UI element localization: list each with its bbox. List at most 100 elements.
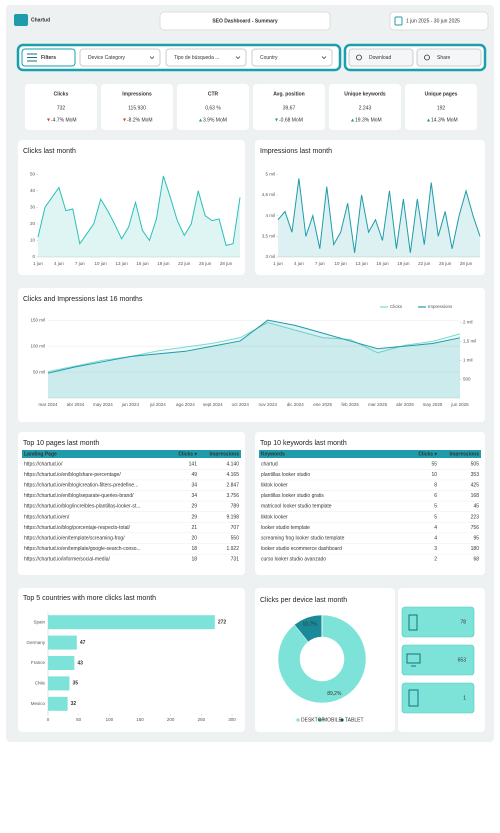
action-label[interactable]: Share — [437, 55, 451, 61]
card — [253, 84, 325, 130]
kpi-delta: 14.3% MoM — [431, 117, 458, 123]
area — [48, 320, 460, 398]
line — [277, 178, 481, 253]
x-tick-label: 25 jun — [199, 261, 212, 266]
x-tick-label: 250 — [198, 717, 206, 722]
dropdown-label[interactable]: Device Category — [88, 55, 125, 61]
chart-title: Clicks and Impressions last 16 months — [23, 296, 143, 303]
chart-title: Clicks per device last month — [260, 597, 347, 604]
table-cell: 2.847 — [226, 483, 239, 489]
action-label[interactable]: Download — [369, 55, 391, 61]
x-tick-label: may 2024 — [93, 402, 113, 407]
device-card — [401, 682, 475, 714]
y-tick-label: France — [31, 660, 46, 665]
table-cell: 550 — [231, 536, 240, 542]
table-cell: 95 — [473, 536, 479, 542]
kpi-arrow — [351, 118, 354, 122]
data-label: 10,7% — [302, 621, 317, 627]
logo-icon — [14, 14, 28, 26]
x-tick-label: mar 2024 — [38, 402, 58, 407]
table-cell: looker studio template — [261, 525, 310, 531]
caret — [235, 56, 241, 60]
legend-swatch — [296, 718, 300, 722]
table-cell: 756 — [471, 525, 480, 531]
table-cell: 18 — [191, 546, 197, 552]
logo: Chartud — [31, 17, 50, 23]
x-tick-label: jul 2024 — [149, 402, 166, 407]
y-tick-label: 0 — [32, 254, 35, 259]
x-tick-label: 22 jun — [178, 261, 191, 266]
date-picker[interactable] — [389, 11, 489, 31]
dropdown[interactable] — [79, 48, 161, 67]
filters-label[interactable]: Filters — [41, 55, 56, 61]
y-tick-label: 100 mil — [30, 343, 45, 348]
device-value: 653 — [458, 657, 467, 663]
device-value: 1 — [463, 695, 466, 701]
kpi-arrow — [199, 118, 202, 122]
table-cell: 789 — [231, 504, 240, 510]
column-header[interactable]: Clicks ▾ — [178, 452, 197, 458]
x-tick-label: may 2025 — [423, 402, 443, 407]
table-cell: https://chartud.io/blog/porcentaje-respe… — [24, 525, 131, 531]
table-cell: 3.756 — [226, 493, 239, 499]
table-cell: 20 — [191, 536, 197, 542]
x-tick-label: sept 2024 — [203, 402, 223, 407]
y-tick-label: 3 mil — [265, 254, 275, 259]
x-tick-label: 1 jun — [273, 261, 283, 266]
action-button[interactable] — [348, 48, 414, 67]
kpi-arrow — [123, 118, 126, 122]
chart-title: Impressions last month — [260, 148, 332, 155]
data-label: 32 — [71, 701, 77, 707]
dropdown-label[interactable]: Tipo de búsqueda ... — [174, 55, 219, 61]
x-tick-label: 10 jun — [95, 261, 108, 266]
x-tick-label: oct 2024 — [232, 402, 250, 407]
table-title: Top 10 pages last month — [23, 440, 99, 447]
table-cell: 18 — [191, 557, 197, 563]
x-tick-label: 28 jun — [220, 261, 233, 266]
legend-label: TABLET — [345, 717, 364, 723]
x-tick-label: feb 2025 — [341, 402, 359, 407]
table-cell: 45 — [473, 504, 479, 510]
table-cell: 29 — [191, 504, 197, 510]
data-label: 47 — [80, 640, 86, 646]
table-cell: https://chartud.io/en/template/screaming… — [24, 536, 125, 542]
filters-icon — [27, 53, 37, 62]
dropdown[interactable] — [165, 48, 247, 67]
table-cell: 2 — [434, 557, 437, 563]
table-header — [259, 450, 481, 458]
x-tick-label: 13 jun — [115, 261, 128, 266]
title-box — [159, 11, 331, 31]
table-cell: tiktok looker — [261, 514, 288, 520]
table-cell: 505 — [471, 461, 480, 467]
table-cell: 34 — [191, 483, 197, 489]
x-tick-label: ene 2025 — [313, 402, 332, 407]
x-tick-label: 1 jun — [33, 261, 43, 266]
y2-tick-label: 500 — [463, 376, 471, 381]
data-label: 89,2% — [327, 691, 342, 697]
date-range[interactable]: 1 jun 2025 - 30 jun 2025 — [406, 18, 460, 24]
table-cell: 49 — [191, 472, 197, 478]
x-tick-label: 19 jun — [157, 261, 170, 266]
x-tick-label: abr 2024 — [67, 402, 85, 407]
x-tick-label: 100 — [106, 717, 114, 722]
kpi-arrow — [47, 118, 50, 122]
action-icon — [356, 54, 362, 61]
dropdown-label[interactable]: Country — [260, 55, 278, 61]
dropdown[interactable] — [251, 48, 333, 67]
column-header[interactable]: Clicks ▾ — [418, 452, 437, 458]
kpi-label: Clicks — [54, 91, 69, 97]
line — [37, 175, 241, 247]
filters-button[interactable] — [21, 48, 76, 67]
card — [18, 288, 485, 422]
legend-label: DESKTOP — [301, 717, 325, 723]
y-tick-label: 40 — [30, 188, 36, 193]
card — [255, 432, 485, 575]
action-button[interactable] — [416, 48, 482, 67]
x-tick-label: 16 jun — [136, 261, 149, 266]
data-label: 35 — [72, 681, 78, 687]
x-tick-label: 7 jun — [315, 261, 325, 266]
card — [255, 588, 395, 732]
x-tick-label: 10 jun — [335, 261, 348, 266]
device-card — [401, 606, 475, 638]
table-cell: 4.140 — [226, 461, 239, 467]
